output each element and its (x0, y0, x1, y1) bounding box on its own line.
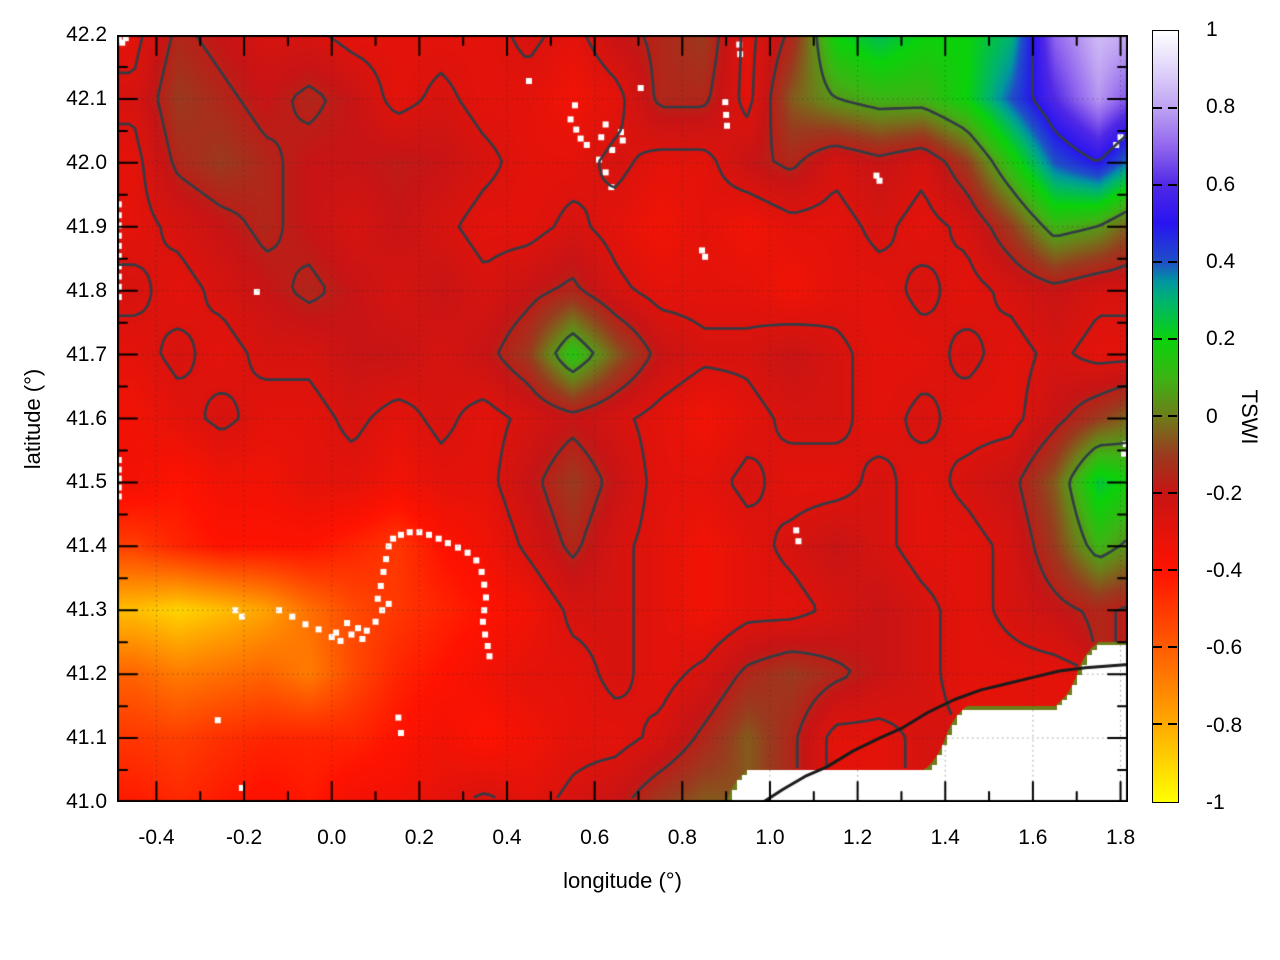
colorbar-tick (1168, 415, 1177, 417)
y-tick-label: 41.0 (66, 790, 107, 813)
colorbar-tick-label: -0.4 (1206, 559, 1243, 583)
colorbar-tick (1153, 492, 1162, 494)
y-tick-label: 41.2 (66, 662, 107, 686)
x-tick-label: 1.6 (1018, 826, 1048, 849)
heatmap-canvas (117, 35, 1128, 802)
x-tick-label: 0.2 (404, 826, 434, 849)
colorbar-tick (1168, 184, 1177, 186)
x-tick-label: 1.0 (755, 826, 785, 849)
colorbar-label: TSWI (1237, 389, 1262, 444)
x-tick-label: 0.0 (317, 826, 347, 849)
colorbar-tick (1153, 184, 1162, 186)
colorbar-tick (1168, 492, 1177, 494)
y-tick-label: 41.3 (66, 598, 107, 622)
x-tick-label: 0.6 (580, 826, 610, 849)
x-tick-label: -0.2 (225, 826, 263, 849)
y-tick-label: 41.7 (66, 342, 107, 366)
x-tick-label: 0.4 (492, 826, 522, 849)
colorbar (1152, 30, 1179, 803)
y-tick-label: 42.1 (66, 86, 107, 110)
x-tick-label: -0.4 (138, 826, 175, 849)
y-axis-label: latitude (°) (20, 368, 45, 469)
x-tick-label: 1.4 (930, 826, 960, 849)
colorbar-tick (1153, 569, 1162, 571)
colorbar-tick (1153, 107, 1162, 109)
colorbar-tick-label: 0.2 (1206, 327, 1236, 351)
colorbar-tick (1168, 107, 1177, 109)
colorbar-tick-label: -0.8 (1206, 713, 1243, 737)
y-tick-label: 41.5 (66, 470, 107, 494)
x-tick-label: 0.8 (667, 826, 697, 849)
colorbar-tick-label: -1 (1206, 791, 1225, 814)
colorbar-tick (1168, 261, 1177, 263)
colorbar-tick-label: 0 (1206, 404, 1218, 428)
x-tick-label: 1.2 (843, 826, 873, 849)
colorbar-tick (1153, 415, 1162, 417)
y-tick-label: 42.0 (66, 150, 107, 174)
colorbar-tick-label: -0.2 (1206, 481, 1243, 505)
colorbar-tick-label: 0.8 (1206, 95, 1236, 119)
colorbar-tick (1153, 646, 1162, 648)
y-tick-label: 41.8 (66, 278, 107, 302)
y-tick-label: 41.9 (66, 214, 107, 238)
y-tick-label: 41.4 (66, 534, 107, 558)
y-tick-label: 41.1 (66, 726, 107, 750)
y-tick-label: 42.2 (66, 23, 107, 46)
colorbar-tick-label: 0.6 (1206, 172, 1236, 196)
colorbar-tick-label: 0.4 (1206, 249, 1236, 273)
colorbar-tick (1153, 723, 1162, 725)
y-tick-label: 41.6 (66, 406, 107, 430)
colorbar-tick-label: 1 (1206, 18, 1218, 41)
x-tick-label: 1.8 (1105, 826, 1136, 849)
colorbar-tick (1168, 569, 1177, 571)
colorbar-tick (1168, 723, 1177, 725)
colorbar-tick (1153, 338, 1162, 340)
colorbar-tick (1168, 646, 1177, 648)
colorbar-tick (1168, 338, 1177, 340)
x-axis-label: longitude (°) (563, 868, 682, 893)
colorbar-tick (1153, 261, 1162, 263)
colorbar-tick-label: -0.6 (1206, 636, 1243, 660)
